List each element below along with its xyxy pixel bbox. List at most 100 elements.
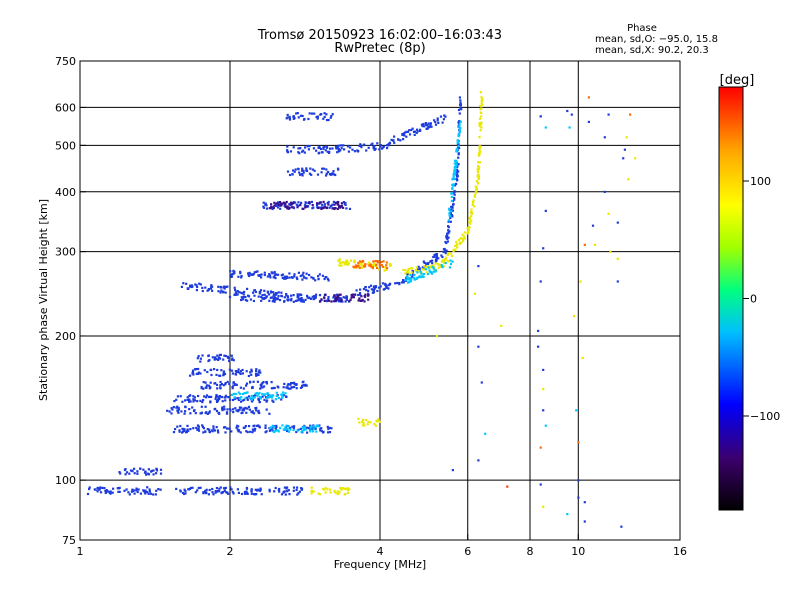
data-point <box>243 290 246 293</box>
data-point <box>316 173 320 176</box>
data-point <box>172 406 175 409</box>
data-point <box>452 248 455 251</box>
data-point <box>215 395 218 398</box>
data-point <box>183 412 186 415</box>
data-point <box>289 201 292 204</box>
data-point <box>228 359 231 363</box>
data-point <box>338 206 341 209</box>
data-point <box>455 182 458 185</box>
data-point <box>458 112 461 115</box>
data-point <box>339 486 342 490</box>
data-point <box>286 384 289 387</box>
data-point <box>474 191 477 194</box>
data-point <box>292 146 295 149</box>
data-point <box>254 427 257 430</box>
data-point <box>316 202 319 205</box>
data-point <box>295 383 298 386</box>
data-point <box>145 473 148 476</box>
data-point <box>575 409 578 412</box>
data-point <box>327 427 330 431</box>
data-point <box>287 299 290 302</box>
data-point <box>406 273 409 276</box>
data-point <box>300 201 303 204</box>
data-point <box>385 264 388 267</box>
data-point <box>313 295 316 298</box>
data-point <box>261 386 264 389</box>
data-point <box>385 267 389 270</box>
data-point <box>184 492 187 495</box>
data-point <box>295 488 298 492</box>
data-point <box>265 382 268 385</box>
data-point <box>359 143 362 146</box>
data-point <box>242 407 245 410</box>
data-point <box>189 428 192 431</box>
data-point <box>379 144 382 147</box>
data-point <box>190 284 193 287</box>
data-point <box>348 300 351 303</box>
data-point <box>301 167 304 170</box>
data-point <box>353 259 356 262</box>
data-point <box>274 398 277 401</box>
data-point <box>329 147 332 150</box>
data-point <box>388 142 391 145</box>
data-point <box>603 190 606 193</box>
data-point <box>259 383 262 387</box>
data-point <box>301 385 304 388</box>
data-point <box>252 425 255 428</box>
data-point <box>246 287 249 290</box>
data-point <box>410 277 413 280</box>
data-point <box>287 383 290 386</box>
data-point <box>411 275 414 278</box>
data-point <box>111 491 114 494</box>
data-point <box>408 129 411 132</box>
data-point <box>256 489 259 492</box>
data-point <box>279 207 282 210</box>
data-point <box>287 430 291 433</box>
data-point <box>327 298 330 301</box>
data-point <box>252 396 255 400</box>
data-point <box>477 459 480 462</box>
data-point <box>406 278 409 281</box>
data-point <box>221 400 224 403</box>
data-point <box>286 207 289 210</box>
data-point <box>273 490 276 493</box>
data-point <box>468 216 471 219</box>
x-tick-label: 6 <box>464 545 471 558</box>
y-tick-label: 200 <box>55 330 76 343</box>
y-tick-label: 500 <box>55 139 76 152</box>
data-point <box>191 285 194 288</box>
data-point <box>292 294 295 297</box>
data-point <box>231 357 234 360</box>
data-point <box>372 286 375 289</box>
data-point <box>263 289 266 292</box>
data-point <box>437 266 440 269</box>
data-point <box>295 112 298 115</box>
data-point <box>368 261 371 264</box>
data-point <box>364 418 367 422</box>
data-point <box>355 289 358 292</box>
data-point <box>231 372 234 375</box>
data-point <box>304 146 307 149</box>
data-point <box>262 206 266 209</box>
data-point <box>455 173 458 176</box>
data-point <box>297 147 300 150</box>
data-point <box>195 289 198 292</box>
data-point <box>456 147 459 151</box>
data-point <box>234 288 237 292</box>
data-point <box>412 276 415 280</box>
data-point <box>255 391 258 395</box>
data-point <box>306 431 309 434</box>
data-point <box>328 299 331 302</box>
data-point <box>361 264 364 267</box>
data-point <box>220 369 223 372</box>
data-point <box>330 115 333 118</box>
data-point <box>215 409 219 413</box>
data-point <box>284 426 287 429</box>
data-point <box>288 206 291 209</box>
data-point <box>368 264 371 267</box>
data-point <box>422 260 425 263</box>
data-point <box>344 296 347 299</box>
data-point <box>432 255 435 259</box>
data-point <box>318 273 321 276</box>
data-point <box>255 370 258 373</box>
